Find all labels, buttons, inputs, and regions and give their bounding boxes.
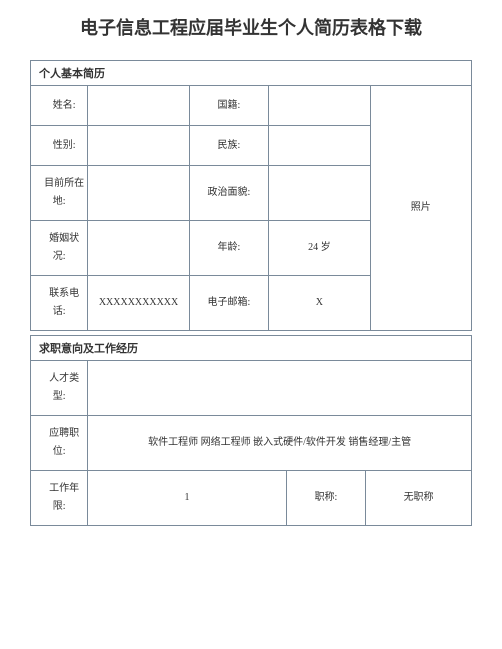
value-political [269,166,370,221]
value-location [88,166,189,221]
label-age: 年龄: [189,221,268,276]
photo-cell: 照片 [370,86,471,331]
value-position: 软件工程师 网络工程师 嵌入式硬件/软件开发 销售经理/主管 [88,416,472,471]
label-location: 目前所在地: [31,166,88,221]
value-phone: XXXXXXXXXXX [88,276,189,331]
value-nationality [269,86,370,126]
value-name [88,86,189,126]
label-email: 电子邮箱: [189,276,268,331]
label-name: 姓名: [31,86,88,126]
label-ethnicity: 民族: [189,126,268,166]
value-title: 无职称 [366,471,472,526]
job-intent-table: 人才类型: 应聘职位: 软件工程师 网络工程师 嵌入式硬件/软件开发 销售经理/… [30,360,472,526]
label-nationality: 国籍: [189,86,268,126]
value-ethnicity [269,126,370,166]
page-title: 电子信息工程应届毕业生个人简历表格下载 [30,15,472,42]
personal-info-table: 姓名: 国籍: 照片 性别: 民族: 目前所在地: 政治面貌: 婚姻状况: 年龄… [30,85,472,331]
value-marital [88,221,189,276]
label-phone: 联系电话: [31,276,88,331]
value-gender [88,126,189,166]
section2-header: 求职意向及工作经历 [30,335,472,360]
label-marital: 婚姻状况: [31,221,88,276]
label-political: 政治面貌: [189,166,268,221]
value-years: 1 [88,471,286,526]
label-gender: 性别: [31,126,88,166]
label-title: 职称: [286,471,365,526]
value-age: 24 岁 [269,221,370,276]
value-talent-type [88,361,472,416]
label-talent-type: 人才类型: [31,361,88,416]
value-email: X [269,276,370,331]
label-years: 工作年限: [31,471,88,526]
label-position: 应聘职位: [31,416,88,471]
section1-header: 个人基本简历 [30,60,472,85]
